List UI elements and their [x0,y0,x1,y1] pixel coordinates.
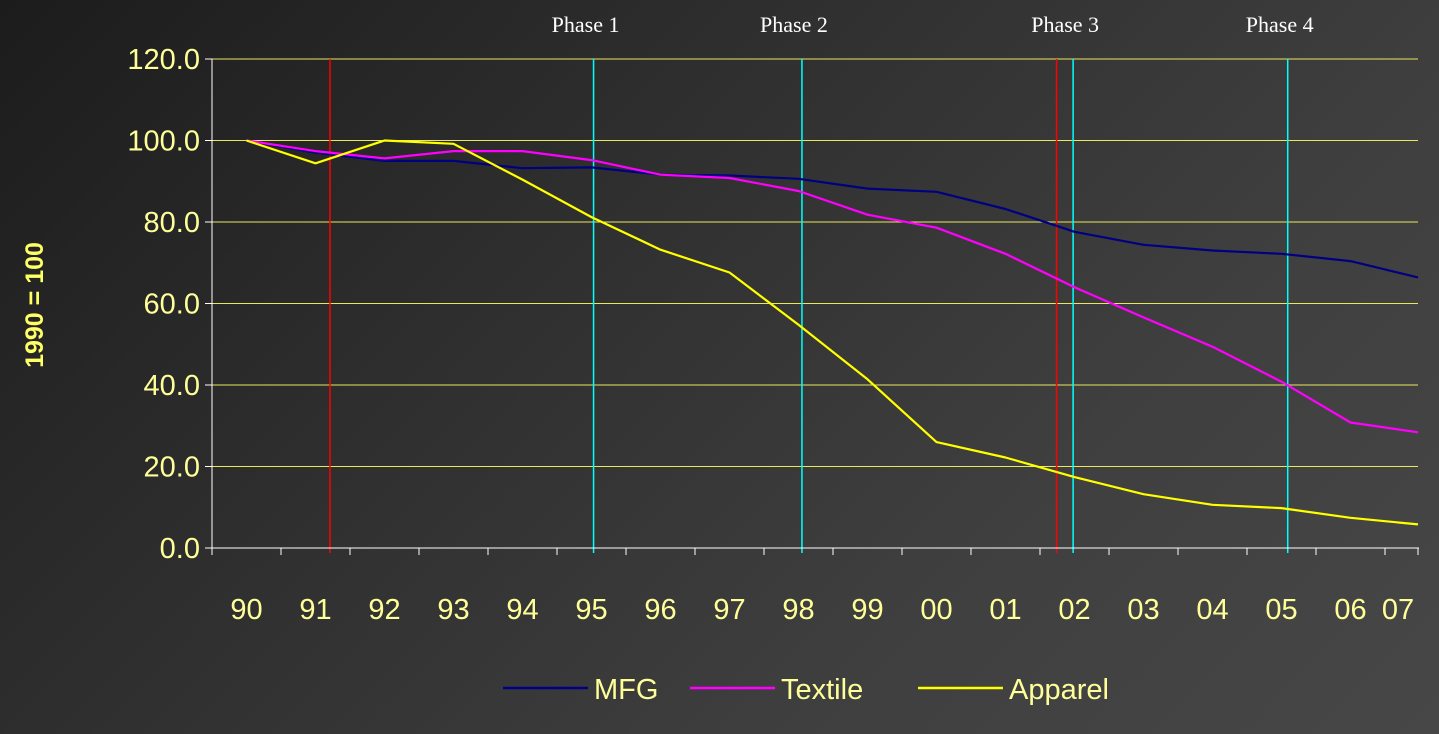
y-tick-label: 40.0 [144,370,200,402]
x-tick-label: 92 [368,594,400,626]
x-tick-label: 03 [1127,594,1159,626]
phase-lines [329,59,1289,553]
legend-label: MFG [594,674,658,706]
x-axis-ticks: 90 91 92 93 94 95 96 97 98 99 00 01 02 03 04 05 06 07 [211,548,1419,626]
phase-label: Phase 2 [760,12,828,37]
x-tick-label: 93 [437,594,469,626]
y-axis-label: 1990 = 100 [21,242,49,368]
series-line-apparel [246,139,1419,526]
y-axis-ticks: 0.0 20.0 40.0 60.0 80.0 100.0 120.0 [127,44,212,565]
x-tick-label: 05 [1265,594,1297,626]
x-tick-label: 91 [299,594,331,626]
legend-label: Textile [781,674,863,706]
phase-labels: Phase 1 Phase 2 Phase 3 Phase 4 [552,12,1314,37]
x-tick-label: 96 [644,594,676,626]
phase-label: Phase 1 [552,12,620,37]
x-tick-label: 00 [920,594,952,626]
x-tick-label: 94 [506,594,538,626]
y-tick-label: 120.0 [127,44,200,76]
phase-label: Phase 3 [1031,12,1099,37]
x-tick-label: 90 [230,594,262,626]
y-tick-label: 80.0 [144,207,200,239]
y-tick-label: 60.0 [144,289,200,321]
x-tick-label: 95 [575,594,607,626]
legend: MFG Textile Apparel [503,674,1109,706]
x-tick-label: 97 [713,594,745,626]
x-tick-label: 01 [989,594,1021,626]
x-tick-label: 04 [1196,594,1228,626]
phase-label: Phase 4 [1246,12,1314,37]
y-tick-label: 0.0 [160,533,200,565]
x-tick-label: 06 [1334,594,1366,626]
gridlines [212,58,1418,467]
y-tick-label: 20.0 [144,452,200,484]
x-tick-label: 98 [782,594,814,626]
legend-label: Apparel [1009,674,1109,706]
y-tick-label: 100.0 [127,126,200,158]
x-tick-label: 99 [851,594,883,626]
series-lines [246,139,1419,526]
series-line-mfg [246,139,1419,279]
series-line-textile [246,139,1419,434]
x-tick-label: 07 [1382,594,1414,626]
x-tick-label: 02 [1058,594,1090,626]
